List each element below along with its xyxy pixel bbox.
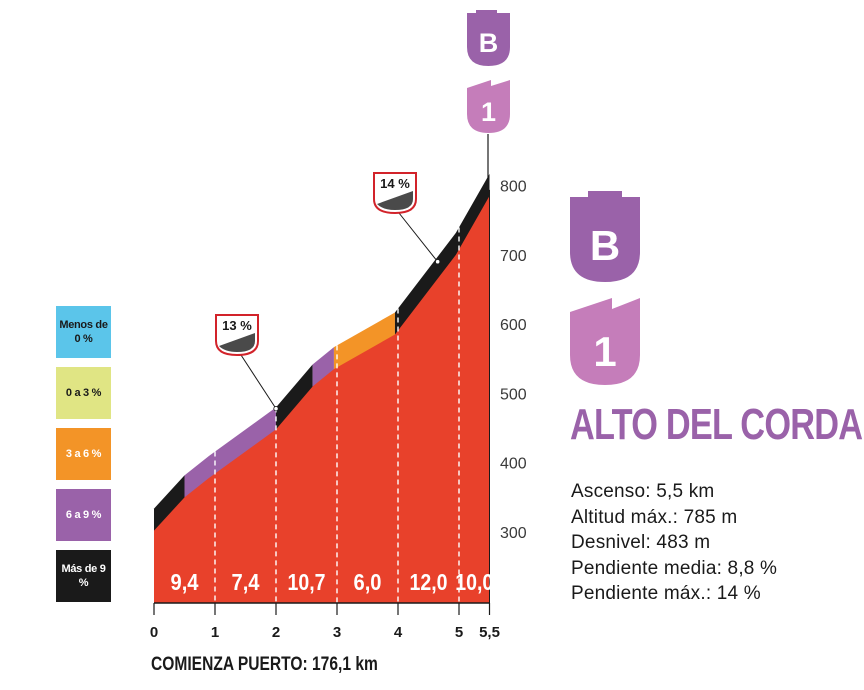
y-tick-label: 500: [500, 386, 527, 403]
climb-title: ALTO DEL CORDAL: [570, 400, 864, 449]
profile-band-segment-3: [312, 347, 334, 388]
callout-anchor-0: [273, 406, 279, 412]
gradient-label-4: 12,0: [410, 569, 448, 595]
stat-average-gradient: Pendiente media: 8,8 %: [571, 557, 778, 579]
gradient-label-3: 6,0: [354, 569, 382, 595]
large-category-b-badge: B: [570, 191, 640, 282]
legend-item-6-9: 6 a 9 %: [56, 489, 111, 541]
legend-item-3-6: 3 a 6 %: [56, 428, 111, 480]
top-category-b-letter: B: [479, 28, 499, 58]
legend-label: 3 a 6 %: [65, 448, 102, 460]
profile-band-segment-0: [154, 475, 185, 532]
y-tick-label: 600: [500, 317, 527, 334]
gradient-label-0: 9,4: [171, 569, 199, 595]
large-category-1-number: 1: [593, 328, 616, 375]
x-tick-label: 3: [333, 624, 341, 641]
legend-item-below-0: Menos de 0 %: [56, 306, 111, 358]
stat-ascent: Ascenso: 5,5 km: [571, 481, 715, 502]
callout-slope-icon-0: [219, 333, 255, 352]
callout-slope-icon-1: [377, 191, 413, 210]
x-tick-label: 0: [150, 624, 158, 641]
y-tick-label: 300: [500, 525, 527, 542]
legend-label: 6 a 9 %: [65, 509, 102, 521]
gradient-legend: Menos de 0 % 0 a 3 % 3 a 6 % 6 a 9 % Más…: [56, 306, 112, 611]
callout-leader-0: [240, 354, 277, 409]
legend-label: Más de 9 %: [61, 563, 106, 589]
stat-max-altitude: Altitud máx.: 785 m: [571, 506, 738, 528]
stat-max-gradient: Pendiente máx.: 14 %: [571, 583, 761, 604]
x-tick-label: 1: [211, 624, 219, 641]
y-tick-label: 400: [500, 456, 527, 473]
gradient-label-5: 10,0: [455, 569, 493, 595]
top-category-1-badge: 1: [467, 80, 510, 133]
y-tick-label: 800: [500, 179, 527, 196]
stat-elevation-gain: Desnivel: 483 m: [571, 532, 711, 553]
callout-leader-1: [398, 212, 439, 263]
legend-item-0-3: 0 a 3 %: [56, 367, 111, 419]
climb-stats: Ascenso: 5,5 km Altitud máx.: 785 m Desn…: [571, 479, 777, 607]
large-category-1-badge: 1: [570, 298, 640, 385]
gradient-label-1: 7,4: [232, 569, 260, 595]
callout-anchor-1: [435, 259, 441, 265]
profile-band-segment-4: [333, 312, 395, 371]
climb-start-label: COMIENZA PUERTO: 176,1 km: [151, 654, 378, 675]
callout-label-1: 14 %: [380, 176, 410, 191]
x-tick-label: 4: [394, 624, 403, 641]
callout-label-0: 13 %: [222, 318, 252, 333]
gradient-label-2: 10,7: [288, 569, 326, 595]
profile-band-segment-5: [394, 173, 490, 336]
plot-area: 0 1 2 3 4 5 5,5 300 400 500 600 700 800 9,4 7,4 10,7 6,0…: [150, 172, 527, 641]
y-tick-label: 700: [500, 248, 527, 265]
x-tick-label: 5,5: [479, 624, 500, 641]
profile-band-segment-2: [276, 364, 313, 431]
large-category-b-letter: B: [590, 222, 620, 269]
profile-fill-area: [154, 195, 490, 603]
profile-band-segment-1: [184, 407, 276, 499]
top-category-1-number: 1: [481, 97, 496, 127]
x-tick-label: 2: [272, 624, 280, 641]
top-category-b-badge: B: [467, 10, 510, 66]
legend-label: Menos de 0 %: [59, 319, 108, 345]
legend-label: 0 a 3 %: [65, 387, 102, 399]
x-tick-label: 5: [455, 624, 463, 641]
legend-item-above-9: Más de 9 %: [56, 550, 111, 602]
